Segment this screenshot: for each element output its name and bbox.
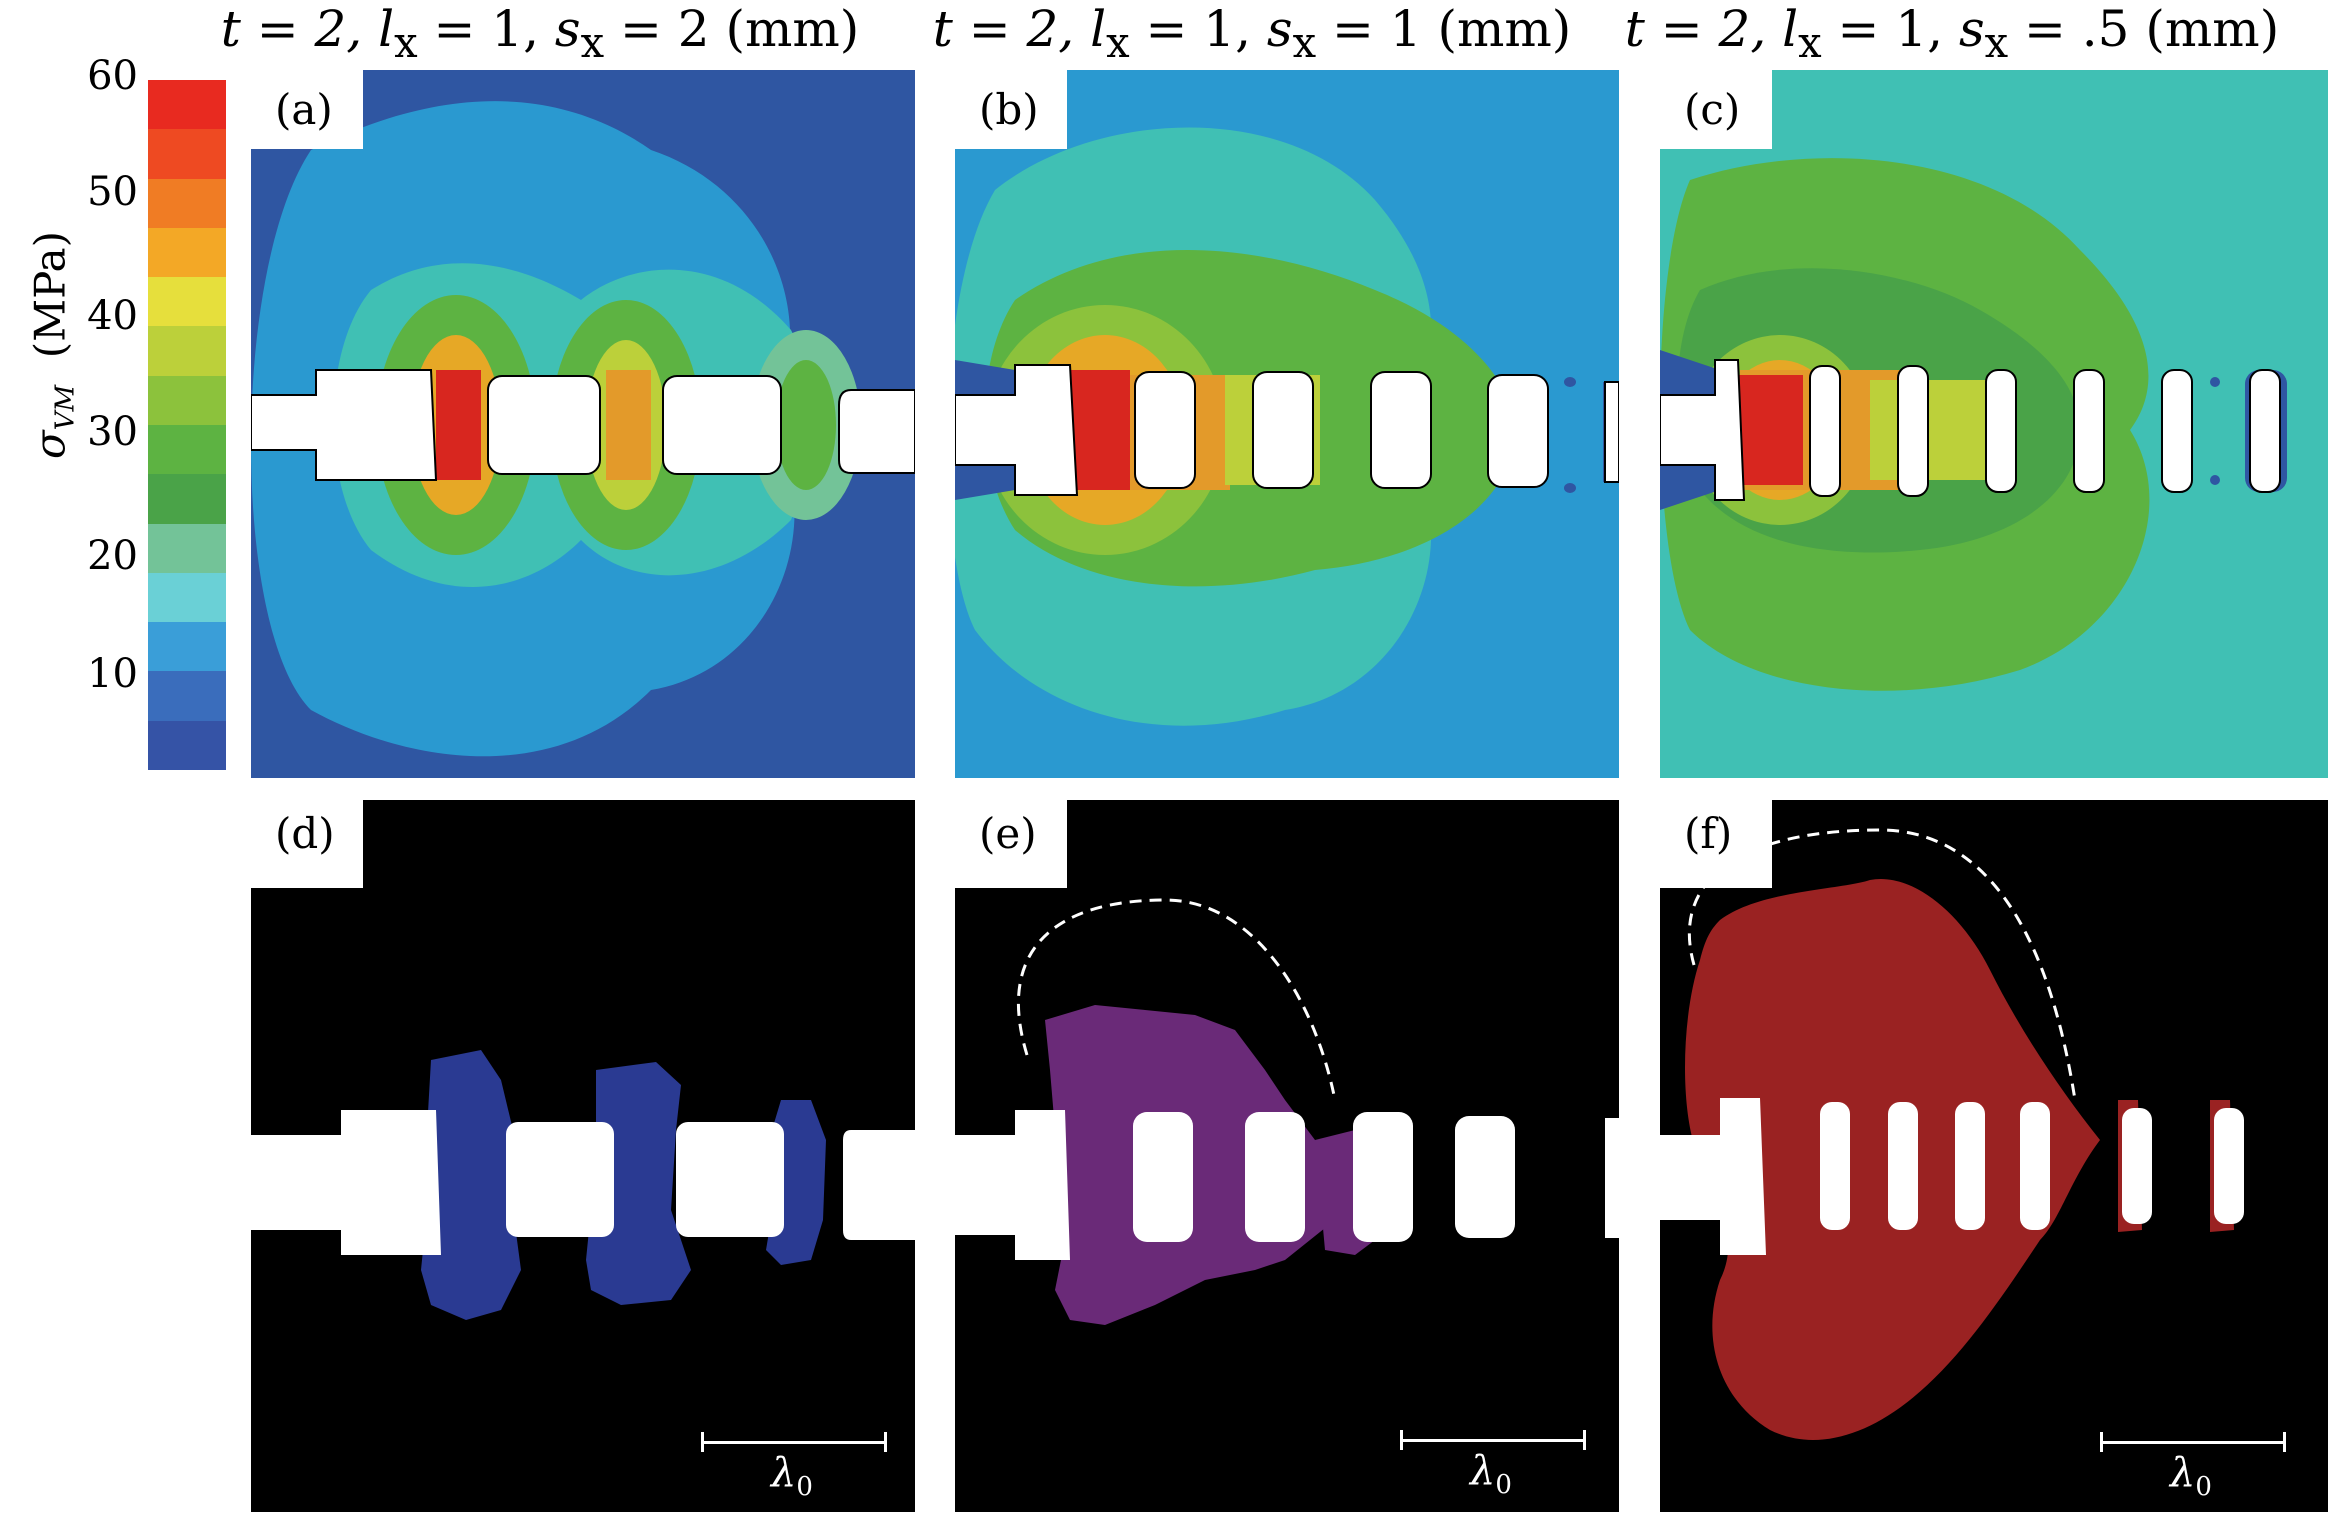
panel-c-stress-map: (c)	[1660, 70, 2328, 778]
colorbar-band	[148, 720, 226, 770]
colorbar-band	[148, 129, 226, 179]
scale-label-e: λ0	[1470, 1448, 1512, 1500]
colorbar-tick-20: 20	[87, 533, 138, 579]
panel-label-c: (c)	[1660, 70, 1772, 149]
colorbar-title: σVM (MPa)	[25, 231, 81, 459]
colorbar-band	[148, 227, 226, 278]
scale-label-f: λ0	[2170, 1450, 2212, 1502]
colorbar-band	[148, 326, 226, 376]
colorbar-band	[148, 424, 226, 475]
column-title-2: t = 2, lx = 1, sx = 1 (mm)	[932, 0, 1572, 67]
colorbar-band	[148, 277, 226, 327]
colorbar-band	[148, 671, 226, 721]
panel-f-failure-map: (f) λ0	[1660, 800, 2328, 1512]
colorbar-tick-50: 50	[87, 169, 138, 215]
panel-e-failure-map: (e) λ0	[955, 800, 1619, 1512]
colorbar-tick-10: 10	[87, 651, 138, 697]
panel-label-b: (b)	[955, 70, 1067, 149]
scale-bar-d	[701, 1432, 887, 1452]
scale-label-d: λ0	[771, 1450, 813, 1502]
panel-a-stress-map: (a)	[251, 70, 915, 778]
panel-label-f: (f)	[1660, 800, 1772, 888]
colorbar-tick-30: 30	[87, 409, 138, 455]
scale-bar-f	[2100, 1432, 2286, 1452]
panel-d-failure-map: (d) λ0	[251, 800, 915, 1512]
panel-label-a: (a)	[251, 70, 363, 149]
colorbar	[148, 80, 226, 770]
panel-label-e: (e)	[955, 800, 1067, 888]
column-title-3: t = 2, lx = 1, sx = .5 (mm)	[1624, 0, 2280, 67]
column-title-1: t = 2, lx = 1, sx = 2 (mm)	[220, 0, 860, 67]
panel-label-d: (d)	[251, 800, 363, 888]
colorbar-band	[148, 622, 226, 672]
colorbar-band	[148, 523, 226, 573]
colorbar-tick-60: 60	[87, 53, 138, 99]
colorbar-band	[148, 80, 226, 130]
colorbar-band	[148, 375, 226, 425]
colorbar-band	[148, 474, 226, 524]
colorbar-band	[148, 572, 226, 623]
colorbar-tick-40: 40	[87, 293, 138, 339]
panel-b-stress-map: (b)	[955, 70, 1619, 778]
colorbar-band	[148, 178, 226, 228]
scale-bar-e	[1400, 1430, 1586, 1450]
